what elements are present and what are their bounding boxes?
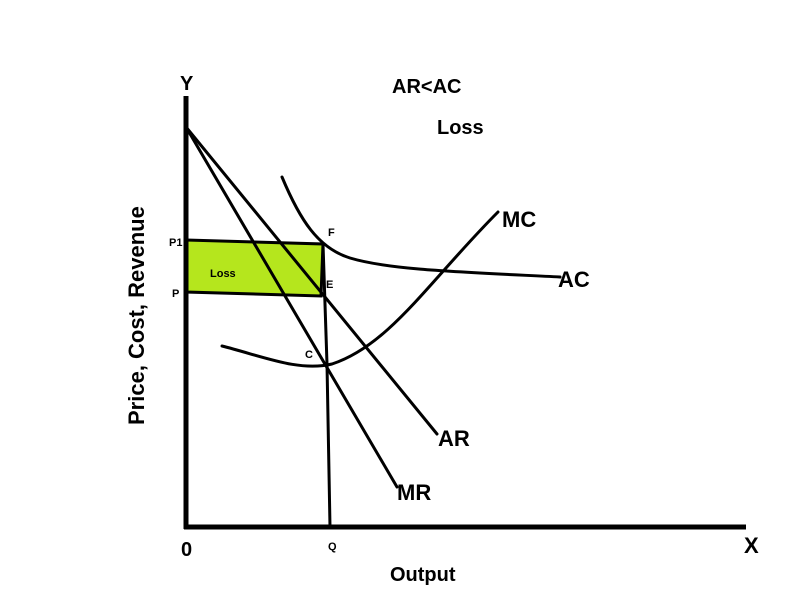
x-axis-label: Output — [390, 564, 456, 586]
q-dropline — [321, 242, 332, 529]
y-axis-letter: Y — [180, 73, 194, 95]
mr-curve — [184, 125, 399, 489]
ar-label: AR — [438, 426, 470, 451]
y-axis-label: Price, Cost, Revenue — [124, 206, 149, 425]
ac-label: AC — [558, 267, 590, 292]
point-f-label: F — [328, 227, 335, 239]
point-p-label: P — [172, 288, 179, 300]
ac-curve — [280, 175, 562, 279]
diagram-title: AR<AC — [392, 76, 461, 98]
point-q-label: Q — [328, 541, 337, 553]
point-c-label: C — [305, 349, 313, 361]
point-e-label: E — [326, 279, 333, 291]
diagram-subtitle: Loss — [437, 117, 484, 139]
loss-region-label: Loss — [210, 268, 236, 280]
mc-curve — [220, 210, 500, 368]
ar-curve — [184, 125, 439, 436]
mr-label: MR — [397, 480, 431, 505]
point-p1-label: P1 — [169, 237, 182, 249]
x-axis-letter: X — [744, 533, 759, 558]
origin-label: 0 — [181, 539, 192, 561]
mc-label: MC — [502, 207, 536, 232]
